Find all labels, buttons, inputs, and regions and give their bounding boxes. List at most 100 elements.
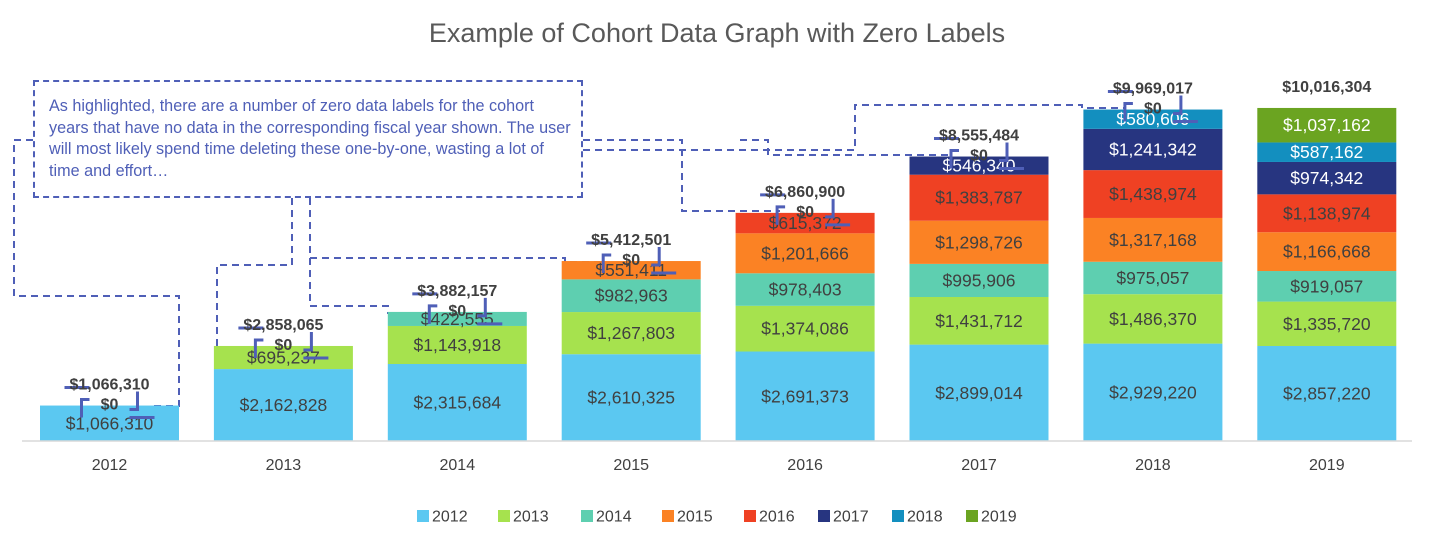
annotation-connector-7 — [583, 104, 1125, 151]
legend-label-2018: 2018 — [907, 509, 943, 526]
segment-label-2018-2014: $975,057 — [1116, 268, 1189, 288]
segment-label-2018-2012: $2,929,220 — [1109, 382, 1197, 402]
bars-layer: $1,066,310$0$1,066,310$2,162,828$695,237… — [40, 79, 1397, 441]
bar-segment-2015-2012 — [561, 354, 701, 441]
legend-label-2012: 2012 — [432, 509, 468, 526]
x-tick-label-2012: 2012 — [92, 457, 128, 474]
bar-segment-2012-2012 — [40, 405, 179, 441]
segment-label-2018-2018: $580,606 — [1116, 109, 1189, 129]
total-label-2017: $8,555,484 — [939, 128, 1019, 145]
segment-label-2017-2017: $546,340 — [943, 156, 1016, 176]
legend-swatch-2016 — [744, 510, 756, 522]
legend-label-2017: 2017 — [833, 509, 869, 526]
annotation-connector-6 — [740, 139, 950, 156]
bar-segment-2015-2015 — [561, 261, 701, 280]
x-axis-ticks: 2012 2013 2014 2015 2016 2017 2018 2019 — [92, 457, 1345, 474]
total-label-2018: $9,969,017 — [1113, 81, 1193, 98]
legend-label-2015: 2015 — [677, 509, 713, 526]
segment-label-2019-2014: $919,057 — [1290, 276, 1363, 296]
bar-segment-2017-2016 — [909, 174, 1049, 221]
legend-label-2019: 2019 — [981, 509, 1017, 526]
segment-label-2018-2016: $1,438,974 — [1109, 184, 1197, 204]
bar-segment-2016-2013 — [735, 305, 875, 352]
total-label-2016: $6,860,900 — [765, 184, 845, 201]
total-label-2014: $3,882,157 — [417, 283, 497, 300]
legend-label-2014: 2014 — [596, 509, 632, 526]
annotation-text: As highlighted, there are a number of ze… — [49, 97, 571, 180]
segment-label-2015-2014: $982,963 — [595, 286, 668, 306]
annotation-callout: As highlighted, there are a number of ze… — [33, 80, 583, 198]
zero-label-2015: $0 — [622, 252, 640, 269]
bar-segment-2017-2013 — [909, 297, 1049, 345]
zero-label-2017: $0 — [970, 148, 988, 165]
segment-label-2019-2016: $1,138,974 — [1283, 203, 1371, 223]
annotation-connector-4 — [310, 257, 600, 263]
bar-segment-2019-2012 — [1257, 345, 1397, 441]
zero-highlight-bracket-2016 — [775, 198, 835, 225]
zero-label-2018: $0 — [1144, 101, 1162, 118]
annotation-connector-3 — [309, 198, 420, 314]
bar-segment-2019-2018 — [1257, 142, 1397, 162]
segment-label-2014-2013: $1,143,918 — [414, 335, 502, 355]
segment-label-2018-2015: $1,317,168 — [1109, 230, 1197, 250]
bar-segment-2018-2017 — [1083, 128, 1223, 171]
segment-label-2016-2014: $978,403 — [769, 280, 842, 300]
bar-segment-2018-2016 — [1083, 170, 1223, 218]
zero-highlight-bracket-2017 — [949, 142, 1009, 169]
bar-segment-2015-2014 — [561, 279, 701, 313]
zero-label-2012: $0 — [101, 397, 119, 414]
total-label-2013: $2,858,065 — [243, 317, 323, 334]
bar-segment-2013-2012 — [213, 369, 353, 441]
x-tick-label-2017: 2017 — [961, 457, 997, 474]
bar-segment-2019-2017 — [1257, 161, 1397, 195]
zero-label-2014: $0 — [448, 303, 466, 320]
segment-label-2019-2017: $974,342 — [1290, 168, 1363, 188]
bar-segment-2015-2013 — [561, 312, 701, 355]
legend-swatch-2013 — [498, 510, 510, 522]
bar-segment-2017-2014 — [909, 263, 1049, 298]
total-label-2019: $10,016,304 — [1282, 79, 1371, 96]
segment-label-2017-2012: $2,899,014 — [935, 383, 1023, 403]
legend-swatch-2015 — [662, 510, 674, 522]
bar-segment-2017-2015 — [909, 220, 1049, 264]
zero-highlight-bracket-2018 — [1123, 95, 1183, 122]
bar-segment-2013-2013 — [213, 345, 353, 370]
segment-label-2016-2016: $615,372 — [769, 213, 842, 233]
bar-segment-2014-2013 — [387, 325, 527, 365]
segment-label-2019-2015: $1,166,668 — [1283, 242, 1371, 262]
bar-segment-2016-2015 — [735, 233, 875, 274]
segment-label-2018-2017: $1,241,342 — [1109, 139, 1197, 159]
annotation-connector-1 — [13, 139, 180, 407]
bar-segment-2019-2019 — [1257, 107, 1397, 143]
bar-segment-2017-2017 — [909, 156, 1049, 175]
bar-segment-2019-2014 — [1257, 271, 1397, 302]
zero-label-2016: $0 — [796, 204, 814, 221]
annotation-connector-5 — [583, 139, 780, 212]
bar-segment-2019-2013 — [1257, 301, 1397, 346]
segment-label-2017-2014: $995,906 — [943, 270, 1016, 290]
segment-label-2017-2016: $1,383,787 — [935, 188, 1023, 208]
x-tick-label-2015: 2015 — [613, 457, 649, 474]
segment-label-2016-2015: $1,201,666 — [761, 243, 849, 263]
bar-segment-2018-2013 — [1083, 294, 1223, 344]
zero-highlight-bracket-2014 — [427, 297, 487, 324]
bar-segment-2016-2012 — [735, 351, 875, 441]
legend-label-2013: 2013 — [513, 509, 549, 526]
segment-label-2017-2015: $1,298,726 — [935, 232, 1023, 252]
x-tick-label-2013: 2013 — [266, 457, 302, 474]
bar-segment-2014-2012 — [387, 364, 527, 441]
bar-segment-2019-2016 — [1257, 194, 1397, 233]
x-tick-label-2018: 2018 — [1135, 457, 1171, 474]
x-tick-label-2016: 2016 — [787, 457, 823, 474]
segment-label-2019-2019: $1,037,162 — [1283, 115, 1371, 135]
legend-swatch-2012 — [417, 510, 429, 522]
zero-highlight-bracket-2012 — [80, 391, 139, 418]
total-label-2012: $1,066,310 — [69, 377, 149, 394]
segment-label-2014-2014: $422,555 — [421, 309, 494, 329]
bar-segment-2019-2015 — [1257, 232, 1397, 272]
legend-swatch-2018 — [892, 510, 904, 522]
legend: 2012 2013 2014 2015 2016 2017 2018 2019 — [417, 509, 1017, 526]
x-tick-label-2019: 2019 — [1309, 457, 1345, 474]
bar-segment-2018-2014 — [1083, 261, 1223, 295]
segment-label-2018-2013: $1,486,370 — [1109, 309, 1197, 329]
